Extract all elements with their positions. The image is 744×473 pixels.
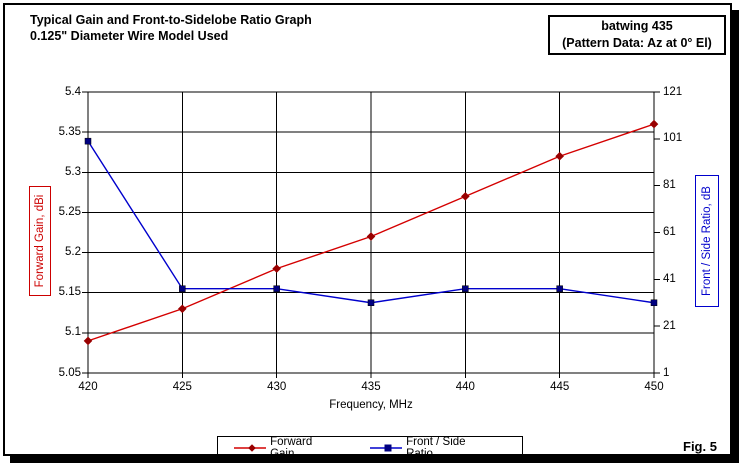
right-axis-tick-label: 121 [663, 85, 683, 98]
annotation-box: batwing 435 (Pattern Data: Az at 0° El) [548, 15, 726, 55]
plot-area [82, 91, 660, 378]
right-axis-title: Front / Side Ratio, dB [701, 186, 713, 296]
right-axis-tick-label: 101 [663, 132, 683, 145]
marker-front-side-ratio [273, 285, 280, 292]
x-axis-tick-label: 435 [361, 381, 381, 393]
chart-title-line1: Typical Gain and Front-to-Sidelobe Ratio… [30, 13, 312, 27]
right-axis-title-box: Front / Side Ratio, dB [695, 175, 719, 307]
figure-label: Fig. 5 [683, 439, 717, 454]
left-axis-tick-label: 5.15 [58, 286, 81, 299]
marker-forward-gain [83, 336, 93, 346]
annotation-line2: (Pattern Data: Az at 0° El) [562, 36, 712, 50]
marker-front-side-ratio [462, 285, 469, 292]
marker-forward-gain [178, 304, 187, 314]
right-axis-tick-label: 21 [663, 319, 676, 332]
left-axis-tick-label: 5.25 [58, 205, 81, 218]
marker-front-side-ratio [179, 285, 186, 292]
right-axis-tick-label: 1 [663, 366, 670, 379]
left-axis-tick-label: 5.05 [58, 366, 81, 379]
left-axis-tick-label: 5.35 [58, 125, 81, 138]
legend-label-forward-gain: Forward Gain [270, 436, 313, 460]
x-axis-title: Frequency, MHz [329, 399, 413, 411]
right-axis-tick-label: 41 [663, 272, 676, 285]
left-axis-tick-label: 5.2 [65, 246, 81, 259]
marker-forward-gain [649, 119, 659, 129]
annotation-line1: batwing 435 [601, 19, 673, 33]
chart-title-line2: 0.125" Diameter Wire Model Used [30, 29, 229, 43]
x-axis-tick-label: 450 [644, 381, 664, 393]
marker-forward-gain [366, 232, 376, 241]
left-axis-title: Forward Gain, dBi [34, 194, 46, 288]
legend-marker-front-side-ratio [369, 444, 403, 452]
marker-front-side-ratio [556, 285, 563, 292]
right-axis-tick-label: 81 [663, 179, 676, 192]
marker-forward-gain [555, 151, 564, 161]
x-axis-tick-label: 420 [78, 381, 98, 393]
legend-marker-forward-gain [234, 444, 267, 452]
marker-forward-gain [461, 192, 470, 201]
marker-forward-gain [272, 264, 281, 273]
left-axis-tick-label: 5.3 [65, 165, 81, 178]
x-axis-tick-label: 440 [455, 381, 475, 393]
x-axis-tick-label: 445 [550, 381, 570, 393]
x-axis-tick-label: 425 [172, 381, 192, 393]
marker-front-side-ratio [650, 299, 658, 306]
legend: Forward Gain Front / Side Ratio [217, 436, 523, 460]
marker-front-side-ratio [367, 299, 375, 306]
marker-front-side-ratio [84, 137, 92, 145]
legend-entry-front-side-ratio: Front / Side Ratio [369, 436, 478, 460]
legend-entry-forward-gain: Forward Gain [234, 436, 326, 460]
left-axis-tick-label: 5.4 [65, 85, 81, 98]
legend-label-front-side-ratio: Front / Side Ratio [406, 436, 466, 460]
right-axis-tick-label: 61 [663, 226, 676, 238]
x-axis-tick-label: 430 [267, 381, 287, 393]
chart-frame: Typical Gain and Front-to-Sidelobe Ratio… [3, 3, 732, 460]
chart-title: Typical Gain and Front-to-Sidelobe Ratio… [30, 12, 312, 44]
left-axis-title-box: Forward Gain, dBi [29, 186, 51, 296]
left-axis-tick-label: 5.1 [65, 326, 81, 339]
